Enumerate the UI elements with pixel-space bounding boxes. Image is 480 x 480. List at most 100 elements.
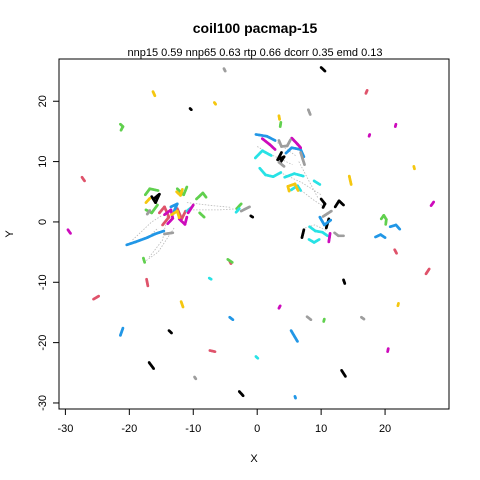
series-green [119, 121, 388, 323]
point-cluster [305, 315, 313, 322]
point-cluster [333, 199, 345, 209]
data-point [162, 229, 166, 233]
data-point [294, 396, 297, 400]
data-point [317, 238, 321, 241]
data-point [309, 318, 313, 322]
data-point [342, 234, 345, 238]
data-point [282, 165, 286, 168]
data-point [277, 306, 281, 310]
point-cluster [321, 209, 333, 218]
point-cluster [307, 238, 321, 244]
y-tick-label: 20 [37, 95, 49, 107]
data-point [148, 197, 152, 200]
point-cluster [193, 375, 198, 381]
point-cluster [207, 276, 213, 281]
point-cluster [289, 329, 299, 343]
data-point [364, 92, 368, 95]
point-cluster [306, 108, 312, 116]
point-cluster [66, 228, 72, 235]
data-point [181, 187, 184, 191]
point-cluster [144, 197, 152, 204]
data-point [424, 272, 428, 276]
connector-line [298, 161, 319, 198]
point-cluster [253, 149, 273, 160]
data-point [148, 209, 152, 212]
x-tick-label: -30 [57, 423, 73, 435]
data-point [278, 125, 282, 128]
x-tick-label: -20 [121, 423, 137, 435]
data-point [194, 377, 198, 381]
data-point [289, 138, 292, 142]
point-cluster [319, 66, 327, 73]
point-cluster [125, 229, 166, 247]
point-cluster [198, 211, 206, 219]
point-cluster [145, 209, 152, 216]
data-point [330, 209, 333, 213]
data-point [342, 203, 345, 207]
point-cluster [412, 165, 416, 171]
point-cluster [388, 223, 402, 231]
plot-box [58, 58, 450, 410]
point-cluster [195, 191, 208, 201]
point-cluster [342, 278, 347, 285]
connector-line [145, 227, 175, 262]
x-tick-label: 20 [379, 423, 391, 435]
point-cluster [424, 267, 431, 276]
data-point [214, 102, 217, 106]
point-cluster [147, 361, 155, 370]
y-tick-label: -10 [37, 274, 49, 290]
data-point [343, 282, 347, 285]
data-point [171, 231, 175, 235]
data-point [231, 318, 235, 322]
point-cluster [396, 302, 400, 308]
point-cluster [234, 207, 241, 214]
point-cluster [347, 174, 353, 186]
point-cluster [142, 256, 147, 264]
data-point [185, 215, 189, 219]
data-point [121, 326, 125, 330]
series-cyan [185, 149, 329, 360]
point-cluster [393, 248, 398, 255]
data-point [308, 113, 312, 116]
data-point [321, 206, 325, 209]
y-axis-label: Y [4, 230, 16, 238]
data-point [189, 108, 193, 112]
scatter-series [66, 66, 436, 400]
data-point [161, 223, 164, 227]
data-point [223, 69, 227, 73]
data-point [398, 227, 402, 231]
data-point [269, 154, 273, 157]
connector-lines [132, 137, 328, 262]
point-cluster [429, 200, 436, 207]
data-point [296, 340, 299, 343]
data-point [241, 394, 245, 398]
data-point [273, 139, 277, 142]
y-tick-label: -30 [37, 395, 49, 411]
data-point [146, 284, 150, 288]
data-point [279, 171, 283, 174]
point-cluster [237, 390, 245, 398]
point-cluster [379, 213, 388, 226]
chart-title: coil100 pacmap-15 [193, 20, 318, 36]
data-point [326, 234, 329, 238]
point-cluster [167, 329, 173, 335]
data-point [296, 189, 300, 192]
point-cluster [367, 133, 372, 138]
point-cluster [226, 257, 234, 264]
point-cluster [143, 187, 160, 197]
data-point [299, 146, 303, 150]
data-point [191, 203, 195, 207]
point-cluster [175, 187, 184, 197]
y-tick-label: 10 [37, 155, 49, 167]
data-point [318, 183, 322, 186]
point-cluster [92, 294, 100, 301]
point-cluster [276, 151, 286, 165]
connector-line [132, 215, 162, 241]
point-cluster [170, 209, 181, 220]
point-cluster [319, 197, 327, 209]
series-magenta [66, 122, 436, 354]
point-cluster [360, 315, 366, 321]
point-cluster [119, 122, 125, 132]
x-tick-label: 0 [254, 423, 260, 435]
point-cluster [327, 232, 332, 244]
